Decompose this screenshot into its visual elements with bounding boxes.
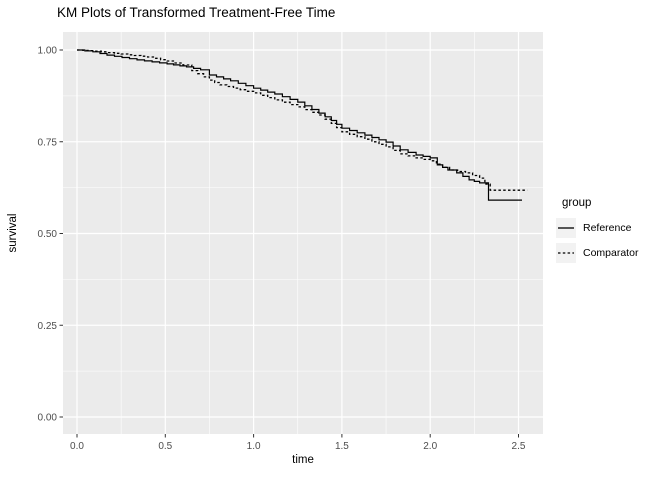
- series-line-comparator: [77, 49, 528, 191]
- legend-item-comparator: Comparator: [556, 243, 638, 263]
- legend-title: group: [562, 197, 592, 209]
- x-tick-label: 2.5: [512, 441, 526, 452]
- dashed-line-key-icon: [556, 243, 576, 263]
- y-tick-label: 0.00: [38, 413, 58, 424]
- y-tick-label: 0.50: [38, 229, 58, 240]
- solid-line-key-icon: [556, 218, 576, 238]
- x-tick-label: 0.0: [70, 441, 84, 452]
- y-tick-label: 0.25: [38, 321, 58, 332]
- x-tick-label: 1.0: [247, 441, 261, 452]
- x-tick-label: 0.5: [158, 441, 172, 452]
- y-tick-label: 1.00: [38, 46, 58, 57]
- chart-title: KM Plots of Transformed Treatment-Free T…: [57, 5, 336, 20]
- y-tick-label: 0.75: [38, 137, 58, 148]
- y-axis-title: survival: [7, 213, 19, 253]
- x-tick-label: 2.0: [423, 441, 437, 452]
- legend-label-comparator: Comparator: [583, 247, 639, 259]
- x-tick-label: 1.5: [335, 441, 349, 452]
- legend-item-reference: Reference: [556, 218, 638, 238]
- series-line-reference: [77, 49, 522, 201]
- x-axis-title: time: [292, 454, 314, 466]
- legend-label-reference: Reference: [583, 222, 632, 234]
- legend: group Reference Comparator: [556, 197, 638, 268]
